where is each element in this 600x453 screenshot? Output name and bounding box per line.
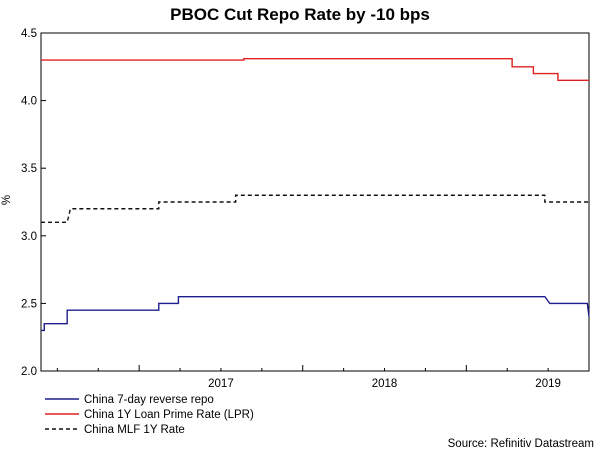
y-tick-label: 2.5 [21, 298, 37, 310]
y-tick-label: 4.0 [21, 96, 37, 108]
y-tick-label: 3.0 [21, 231, 37, 243]
x-tick-label: 2017 [208, 378, 234, 390]
legend: China 7-day reverse repo China 1Y Loan Pr… [45, 394, 254, 436]
plot-frame [40, 32, 590, 372]
y-tick-label: 2.0 [21, 366, 37, 378]
x-axis: 2017 2018 2019 [56, 365, 590, 390]
source-note: Source: Refinitiv Datastream [448, 438, 594, 450]
legend-label: China MLF 1Y Rate [84, 424, 185, 436]
y-axis: 2.0 2.5 3.0 3.5 4.0 4.5 [21, 28, 46, 378]
series-line-1 [41, 295, 590, 332]
x-tick-label: 2019 [535, 378, 561, 390]
y-axis-label: % [1, 195, 13, 205]
legend-label: China 7-day reverse repo [84, 394, 214, 406]
y-tick-label: 3.5 [21, 163, 37, 175]
series-line-3 [41, 194, 589, 223]
plot-border [40, 32, 590, 372]
series-line-2 [41, 57, 589, 82]
chart-title: PBOC Cut Repo Rate by -10 bps [170, 5, 430, 24]
legend-label: China 1Y Loan Prime Rate (LPR) [84, 409, 254, 421]
series-layer [41, 57, 590, 332]
y-tick-label: 4.5 [21, 28, 37, 40]
x-tick-label: 2018 [372, 378, 398, 390]
